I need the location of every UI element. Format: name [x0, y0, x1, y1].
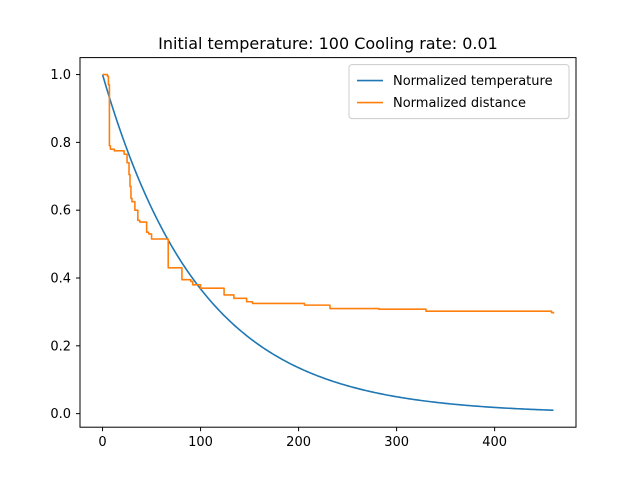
chart-title: Initial temperature: 100 Cooling rate: 0… [158, 34, 498, 53]
series-line-2 [102, 73, 555, 314]
x-tick-label: 100 [188, 435, 213, 450]
y-tick-label: 0.6 [50, 204, 71, 219]
series-line-1 [101, 74, 554, 412]
legend: Normalized temperature Normalized distanc… [348, 64, 570, 120]
axes-frame [79, 57, 577, 428]
legend-label: Normalized temperature [393, 74, 553, 89]
y-tick-label: 1.0 [50, 68, 71, 83]
y-tick-label: 0.4 [50, 272, 71, 287]
y-tick-label: 0.0 [50, 407, 71, 422]
y-axis: 0.0 0.2 0.4 0.6 0.8 1.0 [50, 68, 80, 422]
x-tick-label: 400 [482, 435, 507, 450]
x-axis: 0 100 200 300 400 [98, 427, 507, 450]
y-tick-label: 0.8 [50, 136, 71, 151]
x-tick-label: 0 [98, 435, 106, 450]
legend-label: Normalized distance [393, 96, 526, 111]
plot-area [101, 73, 555, 412]
y-tick-label: 0.2 [50, 339, 71, 354]
x-tick-label: 300 [384, 435, 409, 450]
x-tick-label: 200 [286, 435, 311, 450]
legend-box [348, 64, 570, 120]
